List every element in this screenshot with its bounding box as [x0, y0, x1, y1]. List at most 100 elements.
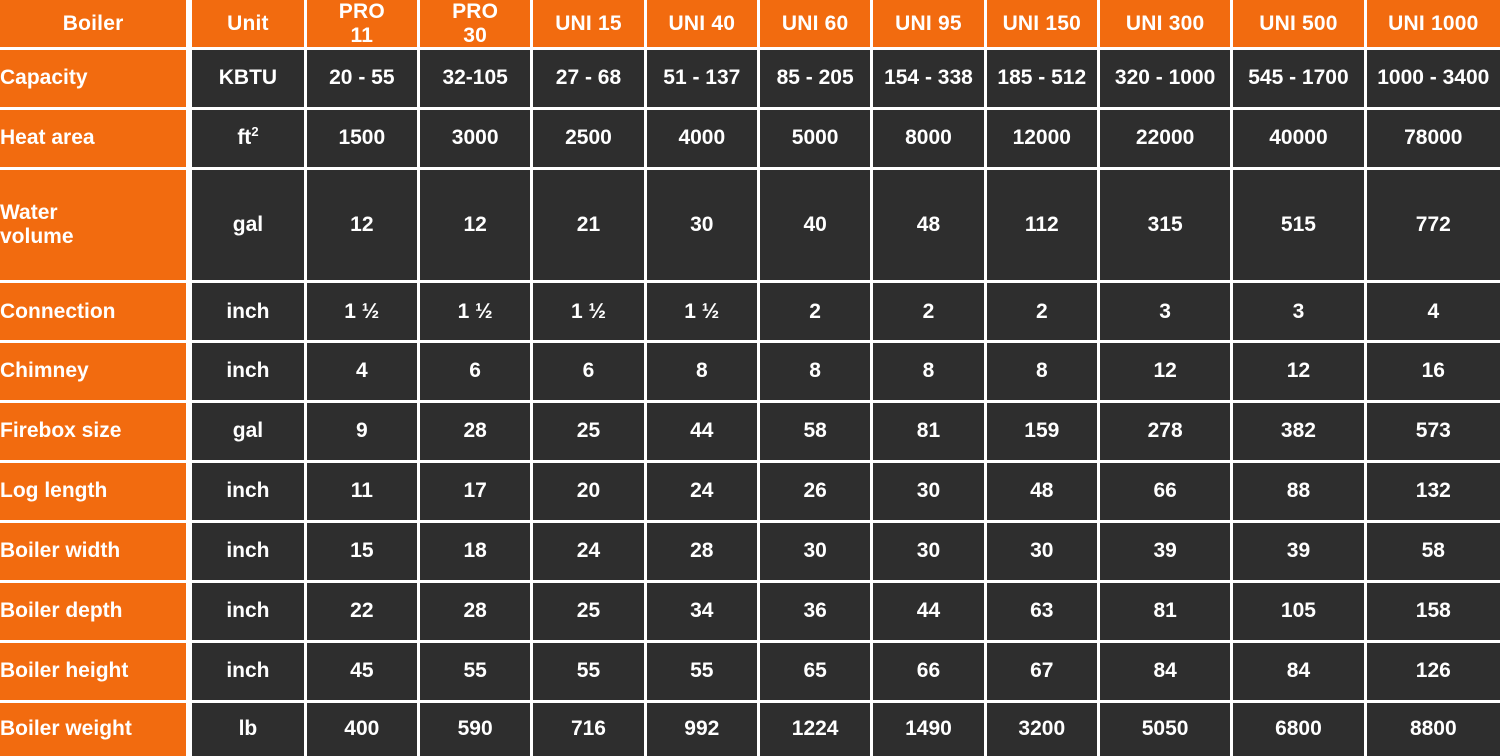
column-header-uni-95: UNI 95: [873, 0, 987, 51]
row-label-capacity: Capacity: [0, 50, 193, 110]
cell-boiler-weight-uni-300: 5050: [1099, 702, 1234, 756]
column-header-uni-150: UNI 150: [986, 0, 1100, 51]
cell-capacity-uni-15: 27 - 68: [533, 50, 647, 110]
cell-boiler-weight-pro-11: 400: [306, 702, 420, 756]
cell-log-length-uni-40: 24: [646, 462, 760, 523]
table-row: Boiler depth inch 22 28 25 34 36 44 63 8…: [0, 582, 1500, 643]
cell-firebox-size-uni-1000: 573: [1366, 402, 1500, 463]
column-header-pro-11-line1: PRO: [338, 0, 385, 23]
row-label-water-volume: Water volume: [0, 169, 193, 284]
cell-firebox-size-uni-150: 159: [986, 402, 1100, 463]
cell-capacity-uni-95: 154 - 338: [873, 50, 987, 110]
table-row: Firebox size gal 9 28 25 44 58 81 159 27…: [0, 402, 1500, 463]
cell-boiler-depth-uni-15: 25: [533, 582, 647, 643]
cell-boiler-width-uni-150: 30: [986, 522, 1100, 583]
cell-log-length-pro-30: 17: [419, 462, 534, 523]
cell-boiler-width-uni-60: 30: [759, 522, 874, 583]
cell-log-length-uni-95: 30: [873, 462, 987, 523]
cell-boiler-weight-uni-500: 6800: [1233, 702, 1367, 756]
cell-log-length-uni-15: 20: [533, 462, 647, 523]
cell-heat-area-uni-40: 4000: [646, 109, 760, 170]
row-label-connection: Connection: [0, 283, 193, 344]
cell-water-volume-pro-30: 12: [419, 169, 534, 284]
column-header-uni-500: UNI 500: [1233, 0, 1367, 51]
unit-cell-boiler-depth: inch: [192, 582, 307, 643]
cell-firebox-size-pro-30: 28: [419, 402, 534, 463]
cell-connection-pro-30: 1 ½: [419, 283, 534, 344]
cell-boiler-weight-uni-60: 1224: [759, 702, 874, 756]
cell-log-length-uni-500: 88: [1233, 462, 1367, 523]
cell-boiler-width-uni-95: 30: [873, 522, 987, 583]
cell-connection-uni-40: 1 ½: [646, 283, 760, 344]
cell-boiler-height-uni-95: 66: [873, 642, 987, 703]
cell-heat-area-pro-11: 1500: [306, 109, 420, 170]
row-label-chimney: Chimney: [0, 343, 193, 403]
cell-chimney-uni-500: 12: [1233, 343, 1367, 403]
table-row: Boiler weight lb 400 590 716 992 1224 14…: [0, 702, 1500, 756]
cell-connection-uni-60: 2: [759, 283, 874, 344]
cell-connection-uni-300: 3: [1099, 283, 1234, 344]
row-label-log-length: Log length: [0, 462, 193, 523]
cell-water-volume-uni-60: 40: [759, 169, 874, 284]
cell-connection-pro-11: 1 ½: [306, 283, 420, 344]
cell-log-length-uni-60: 26: [759, 462, 874, 523]
cell-chimney-uni-40: 8: [646, 343, 760, 403]
cell-chimney-pro-30: 6: [419, 343, 534, 403]
cell-heat-area-uni-95: 8000: [873, 109, 987, 170]
table-row: Capacity KBTU 20 - 55 32-105 27 - 68 51 …: [0, 50, 1500, 110]
cell-boiler-width-uni-500: 39: [1233, 522, 1367, 583]
cell-boiler-width-pro-30: 18: [419, 522, 534, 583]
cell-boiler-width-uni-300: 39: [1099, 522, 1234, 583]
cell-heat-area-uni-300: 22000: [1099, 109, 1234, 170]
unit-cell-chimney: inch: [192, 343, 307, 403]
cell-boiler-weight-uni-95: 1490: [873, 702, 987, 756]
cell-water-volume-uni-500: 515: [1233, 169, 1367, 284]
unit-cell-boiler-height: inch: [192, 642, 307, 703]
cell-capacity-pro-30: 32-105: [419, 50, 534, 110]
cell-firebox-size-uni-500: 382: [1233, 402, 1367, 463]
cell-heat-area-pro-30: 3000: [419, 109, 534, 170]
column-header-pro-30: PRO 30: [419, 0, 534, 51]
cell-boiler-weight-uni-150: 3200: [986, 702, 1100, 756]
cell-firebox-size-pro-11: 9: [306, 402, 420, 463]
cell-connection-uni-15: 1 ½: [533, 283, 647, 344]
unit-superscript: 2: [251, 124, 259, 140]
cell-heat-area-uni-60: 5000: [759, 109, 874, 170]
cell-heat-area-uni-500: 40000: [1233, 109, 1367, 170]
cell-chimney-uni-300: 12: [1099, 343, 1234, 403]
cell-log-length-uni-1000: 132: [1366, 462, 1500, 523]
unit-cell-boiler-width: inch: [192, 522, 307, 583]
row-label-boiler-weight: Boiler weight: [0, 702, 193, 756]
cell-boiler-weight-pro-30: 590: [419, 702, 534, 756]
column-header-pro-30-line1: PRO: [452, 0, 499, 23]
row-label-boiler-depth: Boiler depth: [0, 582, 193, 643]
cell-boiler-height-pro-30: 55: [419, 642, 534, 703]
column-header-uni-40: UNI 40: [646, 0, 760, 51]
column-header-uni-300: UNI 300: [1099, 0, 1234, 51]
table-row: Boiler height inch 45 55 55 55 65 66 67 …: [0, 642, 1500, 703]
table-header: Boiler Unit PRO 11 PRO 30 UNI 15 UNI 40 …: [0, 0, 1500, 51]
unit-cell-connection: inch: [192, 283, 307, 344]
cell-boiler-height-uni-60: 65: [759, 642, 874, 703]
column-header-uni-1000: UNI 1000: [1366, 0, 1500, 51]
row-label-boiler-width: Boiler width: [0, 522, 193, 583]
cell-chimney-uni-95: 8: [873, 343, 987, 403]
cell-boiler-height-pro-11: 45: [306, 642, 420, 703]
cell-heat-area-uni-15: 2500: [533, 109, 647, 170]
cell-boiler-depth-uni-500: 105: [1233, 582, 1367, 643]
cell-firebox-size-uni-95: 81: [873, 402, 987, 463]
cell-connection-uni-500: 3: [1233, 283, 1367, 344]
cell-chimney-uni-15: 6: [533, 343, 647, 403]
cell-boiler-height-uni-500: 84: [1233, 642, 1367, 703]
cell-water-volume-uni-150: 112: [986, 169, 1100, 284]
cell-firebox-size-uni-300: 278: [1099, 402, 1234, 463]
column-header-pro-11: PRO 11: [306, 0, 420, 51]
cell-chimney-pro-11: 4: [306, 343, 420, 403]
cell-boiler-height-uni-150: 67: [986, 642, 1100, 703]
column-header-boiler: Boiler: [0, 0, 193, 51]
table-row: Chimney inch 4 6 6 8 8 8 8 12 12 16: [0, 343, 1500, 403]
cell-boiler-depth-pro-11: 22: [306, 582, 420, 643]
cell-water-volume-uni-95: 48: [873, 169, 987, 284]
cell-log-length-uni-150: 48: [986, 462, 1100, 523]
cell-boiler-height-uni-300: 84: [1099, 642, 1234, 703]
